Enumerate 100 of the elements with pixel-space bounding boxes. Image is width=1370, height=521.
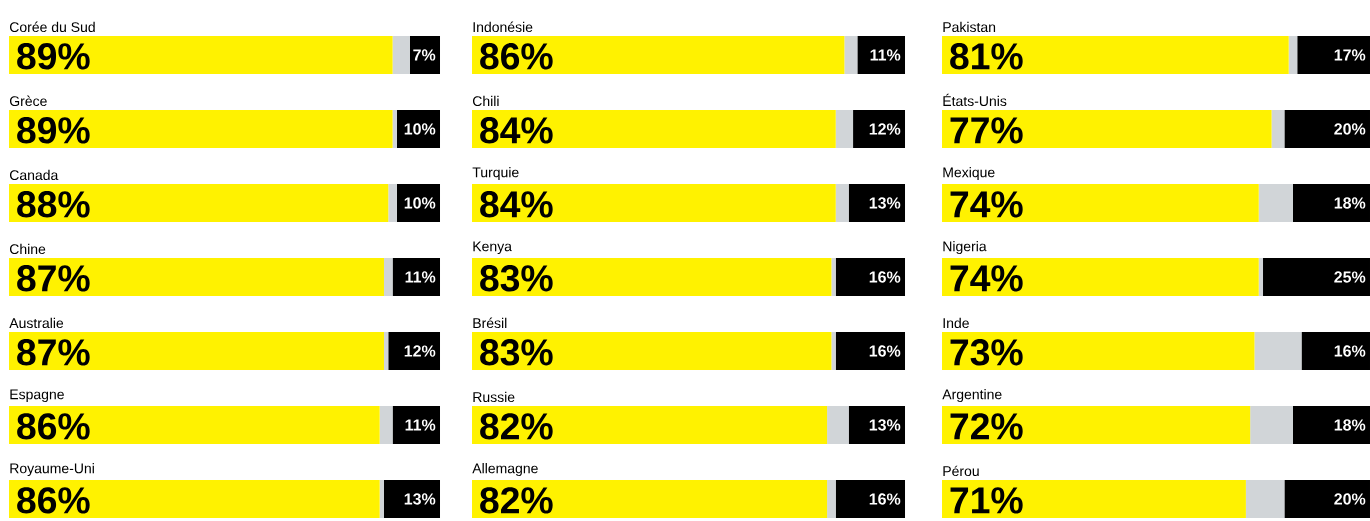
y-tick-label: Argentine	[942, 389, 1002, 403]
y-tick-label: Royaume-Uni	[10, 463, 94, 477]
data-label: 86%	[480, 43, 553, 70]
y-tick-label: Chine	[9, 243, 46, 255]
bar	[396, 109, 440, 148]
bar	[379, 406, 393, 444]
data-label: 12%	[404, 345, 436, 357]
data-label: 82%	[480, 487, 553, 514]
data-label: 10%	[404, 197, 436, 209]
data-label: 73%	[950, 339, 1023, 366]
bar	[1258, 258, 1264, 296]
data-label: 82%	[480, 413, 553, 440]
bar	[388, 184, 397, 222]
bar	[942, 35, 1289, 74]
bar	[1288, 35, 1298, 74]
bar	[392, 406, 440, 444]
bar	[379, 480, 384, 519]
data-label: 18%	[1334, 419, 1366, 431]
bar	[1263, 258, 1370, 296]
data-label: 16%	[869, 345, 901, 357]
data-label: 89%	[17, 43, 90, 70]
bar	[9, 35, 393, 74]
bar	[942, 480, 1246, 519]
bar	[848, 184, 906, 222]
y-tick-label: Turquie	[472, 167, 519, 181]
y-tick-label: Chili	[472, 95, 499, 107]
data-label: 86%	[17, 413, 90, 440]
bar	[1254, 332, 1302, 370]
bar	[835, 258, 906, 296]
bar	[835, 332, 906, 370]
data-label: 13%	[404, 493, 436, 505]
bar	[396, 184, 440, 222]
data-label: 71%	[950, 487, 1023, 514]
data-label: 77%	[950, 117, 1023, 144]
data-label: 11%	[870, 49, 901, 61]
bar	[942, 332, 1255, 370]
data-label: 20%	[1334, 123, 1366, 135]
data-label: 17%	[1334, 49, 1366, 61]
y-tick-label: États-Unis	[943, 93, 1007, 107]
bar	[1292, 184, 1370, 222]
data-label: 74%	[950, 191, 1023, 218]
bar	[383, 332, 389, 370]
bar	[853, 109, 906, 148]
y-tick-label: Kenya	[473, 241, 512, 255]
y-tick-label: Grèce	[9, 95, 47, 107]
bar	[827, 480, 836, 519]
data-label: 13%	[869, 197, 901, 209]
y-tick-label: Canada	[9, 169, 59, 181]
data-label: 25%	[1334, 271, 1366, 283]
bar	[835, 109, 854, 148]
bar	[383, 480, 440, 519]
bar	[844, 35, 858, 74]
data-label: 83%	[480, 265, 553, 292]
bar	[1301, 332, 1370, 370]
y-tick-label: Indonésie	[473, 21, 533, 33]
data-label: 12%	[869, 123, 901, 135]
data-label: 83%	[480, 339, 553, 366]
bar	[472, 332, 832, 370]
bar	[942, 406, 1251, 444]
bar	[835, 480, 906, 519]
data-label: 16%	[1334, 345, 1366, 357]
data-label: 16%	[869, 271, 901, 283]
data-label: 87%	[17, 339, 90, 366]
bar	[857, 35, 906, 74]
bar	[831, 258, 836, 296]
data-label: 72%	[950, 413, 1023, 440]
bar	[472, 406, 828, 444]
y-tick-label: Australie	[9, 317, 64, 329]
y-tick-label: Nigeria	[943, 241, 987, 255]
data-label: 16%	[869, 493, 901, 505]
data-label: 74%	[950, 265, 1023, 292]
bar	[392, 258, 440, 296]
bar	[9, 332, 384, 370]
y-tick-label: Brésil	[473, 317, 507, 329]
data-label: 18%	[1334, 197, 1366, 209]
data-label: 84%	[480, 191, 553, 218]
bar	[1250, 406, 1293, 444]
bar	[9, 406, 380, 444]
data-label: 10%	[404, 123, 436, 135]
bar	[1271, 109, 1285, 148]
bar	[1284, 480, 1370, 519]
y-tick-label: Russie	[473, 391, 515, 403]
y-tick-label: Inde	[943, 317, 969, 329]
bar	[9, 109, 393, 148]
data-label: 86%	[17, 487, 90, 514]
y-tick-label: Pérou	[943, 465, 979, 477]
bar	[392, 109, 397, 148]
data-label: 13%	[869, 419, 901, 431]
y-tick-label: Corée du Sud	[9, 21, 95, 33]
bar	[472, 109, 836, 148]
data-label: 88%	[17, 191, 90, 218]
bar	[9, 480, 380, 519]
data-label: 7%	[413, 49, 436, 61]
bar	[1292, 406, 1370, 444]
bar	[472, 258, 832, 296]
bar	[942, 258, 1259, 296]
bar	[1284, 109, 1370, 148]
bar	[409, 35, 440, 74]
bar	[1245, 480, 1285, 519]
data-label: 81%	[950, 43, 1023, 70]
